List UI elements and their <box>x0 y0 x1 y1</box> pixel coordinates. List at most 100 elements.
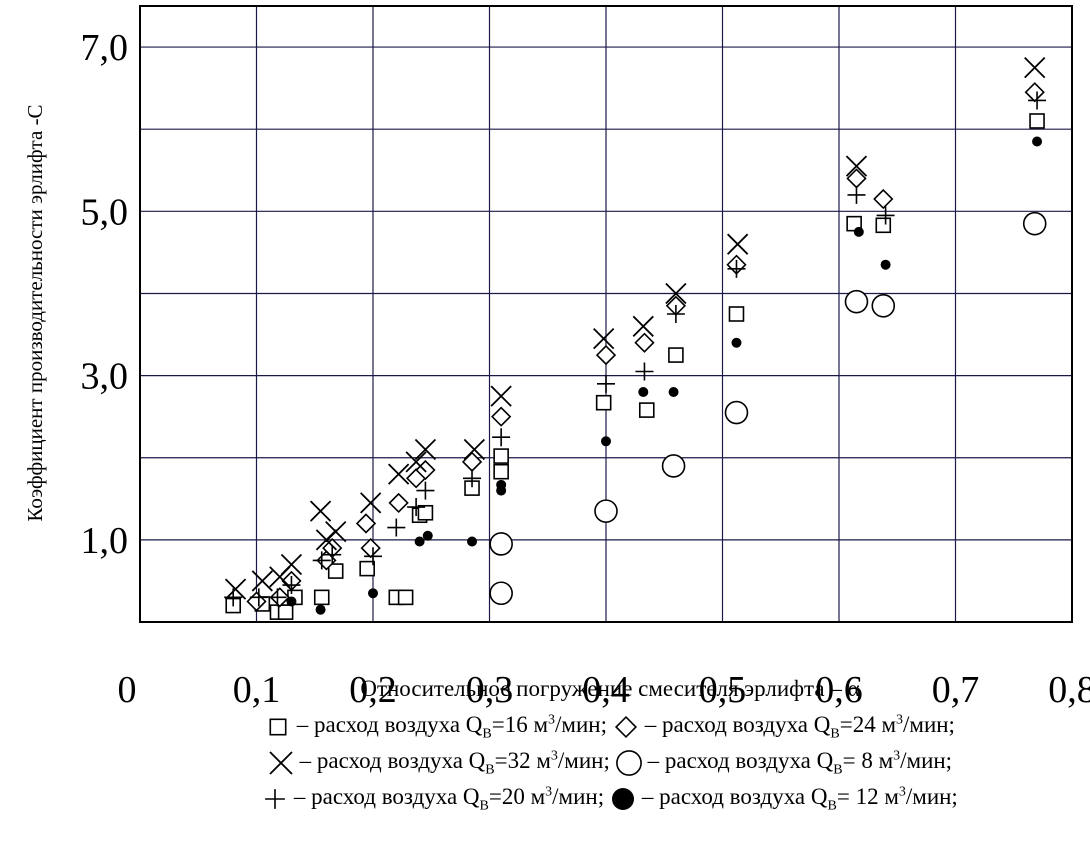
x-point <box>1024 56 1046 79</box>
x-point <box>280 553 303 576</box>
circle-point <box>661 454 686 478</box>
y-tick-label: 7,0 <box>81 27 129 69</box>
dot-point <box>668 387 679 398</box>
legend-subscript: В <box>827 798 837 814</box>
plus-point <box>282 576 301 595</box>
plus-point <box>597 374 615 393</box>
x-point <box>727 233 749 255</box>
legend-row: – расход воздуха QВ=20 м3/мин; – расход … <box>140 784 1080 815</box>
legend-text: =20 м <box>488 784 546 809</box>
legend-text: /мин; <box>900 748 953 773</box>
plus-legend-mark <box>265 788 286 809</box>
circle-point <box>594 499 618 523</box>
legend-text: /мин; <box>555 712 607 737</box>
dot-point <box>286 596 297 607</box>
plus-point <box>249 588 268 607</box>
legend-text: – расход воздуха Q <box>293 748 486 773</box>
legend-superscript: 3 <box>550 748 558 764</box>
legend-text: =24 м <box>839 712 896 737</box>
x-tick-label: 0,1 <box>233 669 281 711</box>
legend-text: – расход воздуха Q <box>636 784 828 809</box>
dot-point <box>731 337 742 348</box>
x-tick-label: 0,4 <box>582 669 630 711</box>
dot-legend-icon <box>612 787 635 810</box>
legend-row: – расход воздуха QВ=32 м3/мин; – расход … <box>140 748 1080 779</box>
legend-text: /мин; <box>552 784 605 809</box>
square-point <box>417 504 434 521</box>
plus-point <box>727 259 746 278</box>
x-point <box>325 521 347 543</box>
legend-entry: – расход воздуха QВ= 12 м3/мин; <box>610 784 958 814</box>
x-tick-label: 0,6 <box>815 669 863 711</box>
plus-point <box>847 185 866 204</box>
grid-lines <box>140 6 1072 622</box>
diamond-point <box>634 332 655 353</box>
legend-entry: – расход воздуха QВ=20 м3/мин; <box>262 784 605 814</box>
x-point <box>251 570 273 592</box>
legend-superscript: 3 <box>896 712 903 728</box>
plus-point <box>387 518 406 537</box>
dot-point <box>853 226 864 237</box>
x-point <box>845 155 868 177</box>
dot-legend-mark <box>612 787 635 810</box>
circle-point <box>844 289 869 314</box>
square-point <box>638 402 655 418</box>
square-point <box>493 448 509 464</box>
y-tick-labels: 1,0 3,0 5,0 7,0 <box>81 27 129 562</box>
square-legend-icon <box>269 718 287 736</box>
square-point <box>1029 113 1045 129</box>
x-tick-label: 0,3 <box>466 669 514 711</box>
plus-point <box>1028 91 1047 110</box>
x-tick-label: 0,2 <box>349 669 397 711</box>
legend-text: – расход воздуха Q <box>641 748 834 773</box>
x-tick-labels: 0 0,1 0,2 0,3 0,4 0,5 0,6 0,7 0,8 <box>118 669 1090 711</box>
legend-text: = 8 м <box>842 748 894 773</box>
x-point <box>405 451 427 473</box>
circle-point <box>1022 211 1047 236</box>
dot-point <box>414 536 425 547</box>
x-point <box>309 500 332 522</box>
square-point <box>668 347 684 363</box>
square-point <box>397 589 414 606</box>
x-tick-label: 0,7 <box>932 669 980 711</box>
legend-entry: – расход воздуха QВ= 8 м3/мин; <box>615 748 953 778</box>
circle-legend-mark <box>615 749 642 776</box>
legend-subscript: В <box>482 726 492 742</box>
circle-legend-icon <box>615 749 642 776</box>
diamond-point <box>873 188 894 210</box>
square-point <box>595 394 612 411</box>
legend-entry: – расход воздуха QВ=16 м3/мин; <box>265 712 607 742</box>
plus-point <box>635 362 654 381</box>
x-tick-label: 0,8 <box>1048 669 1090 711</box>
legend-text: – расход воздуха Q <box>291 712 483 737</box>
legend-superscript: 3 <box>893 748 901 764</box>
plus-point <box>312 551 331 570</box>
legend-text: =16 м <box>491 712 549 737</box>
circle-point <box>489 532 513 556</box>
plot-frame <box>139 5 1073 623</box>
y-tick-label: 3,0 <box>81 356 129 398</box>
x-point <box>360 492 382 514</box>
dot-point <box>1032 136 1043 147</box>
dot-point <box>368 588 378 599</box>
x-point <box>463 438 485 461</box>
legend-superscript: 3 <box>548 712 556 728</box>
plus-point <box>364 547 382 566</box>
legend-entry: – расход воздуха QВ=32 м3/мин; <box>268 748 610 778</box>
dot-point <box>496 479 507 490</box>
legend-subscript: В <box>485 762 495 778</box>
dot-point <box>880 259 891 270</box>
x-point <box>387 463 410 485</box>
x-point <box>632 315 654 337</box>
x-axis-label: Относительное погружение смесителя эрлиф… <box>360 676 860 701</box>
plus-point <box>268 588 287 607</box>
diamond-point <box>388 492 409 514</box>
diamond-legend-mark <box>614 715 638 738</box>
dot-point <box>467 536 478 547</box>
x-point <box>490 385 512 407</box>
legend-text: /мин; <box>903 712 955 737</box>
square-point <box>875 217 892 234</box>
plus-point <box>666 305 685 323</box>
x-point <box>414 438 437 461</box>
